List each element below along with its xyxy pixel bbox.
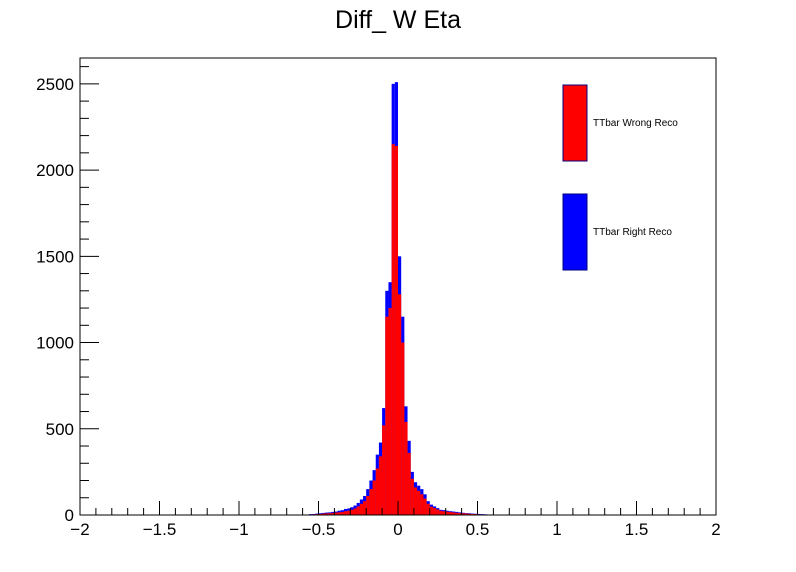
x-tick-label: 1.5 — [625, 520, 649, 539]
histogram-bar — [318, 513, 322, 515]
histogram-bar — [407, 452, 411, 515]
histogram-bar — [464, 513, 468, 515]
histogram-bar — [448, 512, 453, 515]
histogram-bar — [461, 513, 465, 515]
x-tick-label: 2 — [711, 520, 720, 539]
histogram-bar — [442, 511, 446, 515]
legend-swatch — [562, 193, 588, 271]
histogram-bar — [410, 478, 414, 515]
histogram-bar — [445, 511, 449, 515]
histogram-bar — [359, 503, 364, 515]
legend-swatch — [562, 84, 588, 162]
histogram-bar — [382, 425, 386, 515]
histogram-bar — [321, 513, 325, 515]
x-tick-label: 0.5 — [466, 520, 490, 539]
legend-label: TTbar Wrong Reco — [593, 118, 678, 129]
legend-label: TTbar Right Reco — [593, 227, 672, 238]
histogram-bar — [353, 508, 357, 515]
x-tick-label: −1.5 — [143, 520, 177, 539]
histogram-bar — [363, 501, 367, 515]
histogram-bar — [439, 510, 443, 515]
y-tick-label: 2000 — [36, 161, 74, 180]
histogram-bar — [423, 498, 427, 515]
y-tick-label: 2500 — [36, 75, 74, 94]
histogram-bar — [385, 316, 389, 515]
histogram-bar — [417, 490, 421, 515]
histogram-bar — [471, 513, 475, 515]
histogram-bar — [331, 512, 335, 515]
histogram-bar — [426, 503, 430, 515]
histogram-bar — [369, 489, 373, 515]
axes-layer: −2 −1.5 −1 −0.5 0 0.5 1 1.5 2 0 500 1000 1500 2000 250… — [36, 66, 721, 539]
histogram-bar — [324, 513, 329, 515]
y-tick-label: 1000 — [36, 334, 74, 353]
histogram-bar — [420, 494, 424, 515]
x-tick-label: 0 — [393, 520, 402, 539]
x-tick-label: 1 — [552, 520, 561, 539]
histogram-bar — [458, 513, 462, 515]
histogram-bar — [432, 508, 437, 515]
histogram-bar — [343, 511, 348, 515]
histogram-bar — [350, 509, 354, 515]
chart-title: Diff_ W Eta — [335, 6, 461, 34]
histogram-bar — [413, 487, 418, 515]
histogram-bar — [404, 421, 408, 515]
histogram-bar — [398, 294, 402, 515]
histogram-bar — [467, 513, 472, 515]
histogram-bar — [394, 145, 398, 515]
histogram-bar — [436, 509, 440, 515]
bars-layer — [308, 82, 488, 516]
histogram-bar — [337, 512, 341, 515]
legend: TTbar Wrong Reco TTbar Right Reco — [562, 84, 678, 271]
histogram-bar — [372, 480, 376, 515]
x-tick-label: −0.5 — [302, 520, 336, 539]
histogram-bar — [388, 308, 392, 515]
histogram-bar — [347, 510, 351, 515]
series-wrong-reco — [308, 144, 488, 516]
histogram-bar — [328, 513, 332, 515]
histogram-bar — [401, 342, 405, 515]
y-tick-label: 0 — [65, 506, 74, 525]
histogram-bar — [340, 511, 344, 515]
histogram-bar — [391, 144, 395, 516]
histogram-bar — [455, 512, 459, 515]
x-tick-label: −1 — [229, 520, 248, 539]
y-tick-label: 500 — [46, 420, 74, 439]
x-tick-label: −2 — [70, 520, 89, 539]
histogram-bar — [378, 456, 383, 515]
histogram-bar — [429, 506, 433, 515]
histogram-bar — [452, 512, 456, 515]
histogram-bar — [334, 512, 338, 515]
histogram-bar — [366, 496, 370, 515]
histogram-bar — [375, 468, 379, 515]
y-tick-label: 1500 — [36, 247, 74, 266]
histogram-bar — [356, 506, 360, 515]
